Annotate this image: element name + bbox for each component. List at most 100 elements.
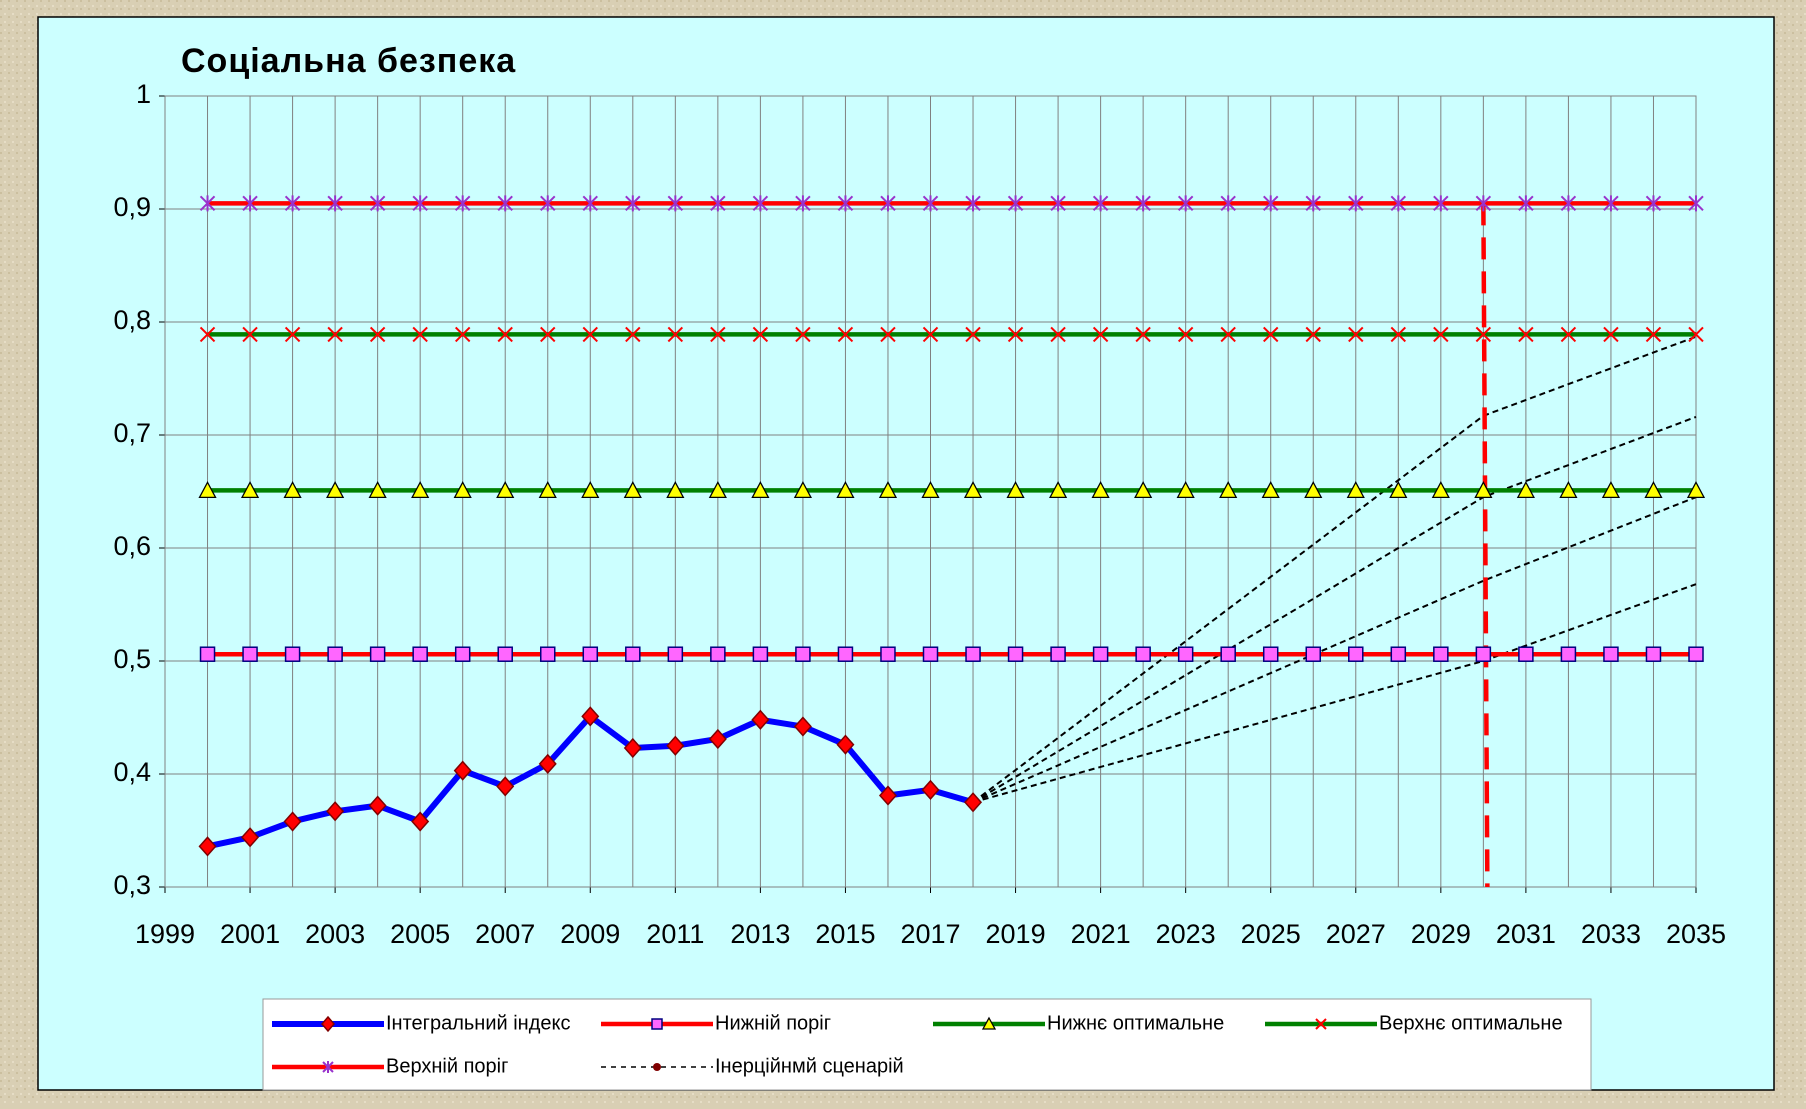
legend [262,998,1592,1091]
marker [198,836,217,857]
marker [965,646,981,662]
marker [836,480,855,499]
marker [1518,326,1534,343]
marker [284,326,301,343]
marker [368,795,387,816]
marker [710,195,726,212]
marker [1645,195,1662,212]
marker [411,811,430,832]
marker [582,326,598,343]
marker [284,646,301,662]
marker [1433,195,1449,212]
marker [965,326,981,343]
marker [1475,646,1492,662]
marker [1475,326,1492,343]
y-tick-label: 0,8 [113,305,151,335]
marker [651,1018,663,1030]
marker [1050,326,1066,343]
marker [751,709,770,730]
marker [1261,480,1280,499]
marker [1560,195,1577,212]
marker [369,195,386,212]
marker [497,195,513,212]
x-tick-label: 1999 [135,919,195,949]
chart-title: Соціальна безпека [181,42,516,80]
marker [981,1016,997,1030]
marker [795,326,811,343]
marker [1348,195,1364,212]
marker [453,480,472,499]
scenario-line [972,583,1697,804]
marker [199,326,216,343]
marker [1315,1018,1327,1030]
marker [198,480,217,499]
y-tick-label: 0,5 [113,644,151,674]
marker [837,195,854,212]
marker [1390,646,1407,662]
y-tick-label: 0,3 [113,870,151,900]
marker [1603,326,1619,343]
x-tick-label: 2035 [1666,919,1726,949]
marker [1220,326,1236,343]
marker [922,646,939,662]
marker [1006,480,1025,499]
marker [284,195,301,212]
marker [965,195,981,212]
marker [540,195,556,212]
marker [582,646,599,662]
marker [1050,195,1066,212]
marker [1263,326,1279,343]
marker [837,646,854,662]
marker [412,195,428,212]
x-tick-label: 2019 [986,919,1046,949]
marker [411,480,430,499]
marker [836,734,855,755]
marker [964,792,983,813]
marker [1177,326,1194,343]
marker [922,326,939,343]
marker [1092,195,1109,212]
marker [710,646,726,662]
marker [1601,480,1621,499]
marker [667,646,684,662]
x-tick-label: 2033 [1581,919,1641,949]
marker [623,737,642,759]
marker [1262,646,1279,662]
marker [1389,480,1408,499]
marker [1390,195,1407,212]
marker [1176,480,1195,499]
marker [1135,326,1151,343]
legend-label: Нижнє оптимальне [1047,1012,1224,1034]
y-tick-label: 0,7 [113,418,151,448]
x-tick-label: 2015 [815,919,875,949]
legend-label: Інерційнмй сценарій [715,1055,904,1077]
marker [1559,480,1578,499]
marker [1431,480,1450,499]
marker [538,480,557,499]
x-tick-label: 2013 [730,919,790,949]
marker [837,326,854,343]
marker [921,779,940,800]
marker [1560,646,1577,662]
x-tick-label: 2017 [900,919,960,949]
marker [795,195,811,212]
marker [1091,480,1110,499]
marker [369,326,386,343]
marker [496,776,515,797]
y-tick-label: 1 [136,79,151,109]
marker [793,480,813,499]
marker [1688,646,1704,662]
marker [242,195,258,212]
marker [878,480,898,499]
marker [795,646,811,662]
x-tick-label: 2009 [560,919,620,949]
marker [1050,646,1066,662]
marker [1688,326,1704,343]
marker [1688,195,1704,212]
marker [1433,326,1449,343]
marker [1645,646,1662,662]
marker [752,195,769,212]
x-tick-label: 2007 [475,919,535,949]
marker [283,480,302,499]
